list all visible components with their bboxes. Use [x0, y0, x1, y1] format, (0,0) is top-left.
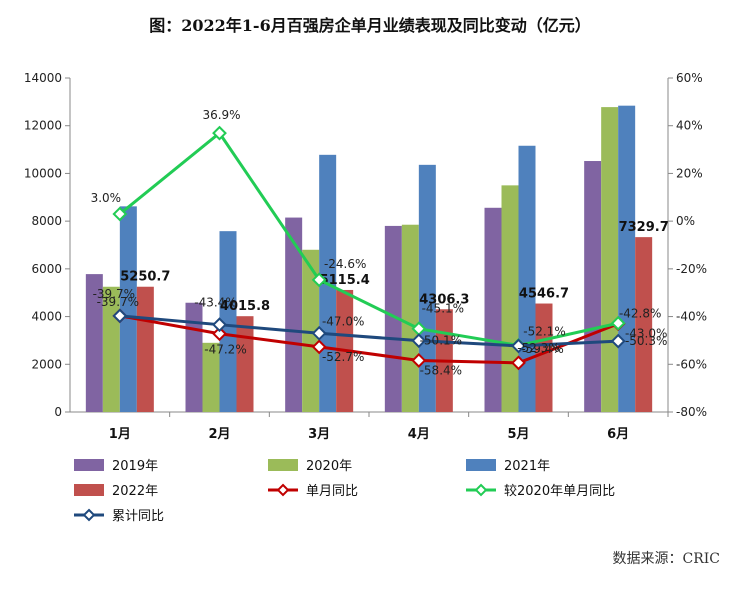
bar-value-label: 5115.4	[320, 273, 370, 288]
line-point-1	[411, 353, 427, 368]
bar-value-label: 4546.7	[519, 287, 569, 302]
line-point-3	[112, 308, 128, 324]
right-tick-label: -60%	[676, 357, 707, 371]
line-series-1	[119, 314, 619, 365]
line-point-3	[212, 317, 227, 333]
bar-2	[202, 342, 220, 412]
line-value-label: -50.1%	[420, 334, 462, 348]
left-tick-label: 4000	[31, 310, 62, 324]
left-tick-label: 8000	[31, 214, 62, 228]
line-value-label: -52.1%	[523, 324, 565, 338]
bar-3	[518, 145, 536, 413]
bar-3	[418, 164, 436, 412]
bar-3	[119, 206, 137, 412]
line-point-3	[610, 333, 626, 349]
legend-swatch	[466, 459, 496, 471]
line-point-1	[511, 355, 526, 371]
x-tick-label: 2月	[208, 427, 230, 442]
bar-1	[185, 302, 203, 412]
line-point-2	[112, 206, 128, 222]
line-value-label: -24.6%	[324, 257, 366, 271]
bar-1	[584, 161, 602, 412]
bar-value-label: 5250.7	[120, 270, 170, 285]
x-tick-label: 4月	[408, 427, 430, 442]
line-value-label: -52.3%	[517, 341, 559, 355]
line-value-label: -43.0%	[625, 327, 667, 341]
line-value-label: -43.4%	[194, 296, 236, 310]
line-value-label: -58.4%	[420, 363, 462, 377]
line-value-label: -50.3%	[625, 334, 667, 348]
legend-label: 累计同比	[112, 509, 164, 524]
line-value-label: 36.9%	[202, 108, 240, 122]
chart-title: 图：2022年1-6月百强房企单月业绩表现及同比变动（亿元）	[149, 16, 591, 35]
line-value-label: -39.7%	[93, 287, 135, 301]
line-value-label: -39.7%	[97, 295, 139, 309]
legend-swatch	[74, 459, 104, 471]
left-tick-label: 14000	[24, 71, 62, 85]
line-value-label: -42.8%	[619, 306, 661, 320]
legend-label: 单月同比	[306, 484, 358, 499]
legend-label: 2022年	[112, 484, 158, 499]
left-tick-label: 6000	[31, 262, 62, 276]
bar-3	[219, 231, 237, 412]
right-tick-label: -40%	[676, 310, 707, 324]
legend-label: 2019年	[112, 459, 158, 474]
x-tick-label: 6月	[607, 427, 629, 442]
bar-1	[285, 217, 303, 412]
line-value-label: -47.2%	[204, 343, 246, 357]
x-tick-label: 1月	[109, 427, 131, 442]
bar-4	[535, 303, 553, 412]
bar-4	[236, 316, 254, 412]
bar-1	[484, 207, 502, 412]
bar-1	[384, 225, 402, 412]
bar-2	[302, 249, 320, 412]
right-tick-label: 40%	[676, 119, 703, 133]
bar-value-label: 4306.3	[419, 292, 469, 307]
legend-marker	[474, 483, 488, 497]
bar-4	[136, 286, 154, 412]
line-value-label: 3.0%	[91, 191, 122, 205]
line-series-2	[118, 130, 619, 347]
line-value-label: -52.7%	[322, 350, 364, 364]
line-point-2	[610, 315, 626, 331]
line-point-2	[311, 272, 327, 288]
left-tick-label: 10000	[24, 166, 62, 180]
bar-value-label: 4015.8	[220, 299, 270, 314]
line-point-3	[411, 333, 427, 349]
legend-label: 2021年	[504, 459, 550, 474]
x-tick-label: 3月	[308, 427, 330, 442]
bar-2	[601, 107, 619, 412]
line-point-1	[311, 339, 327, 355]
left-tick-label: 12000	[24, 119, 62, 133]
line-point-3	[311, 325, 327, 341]
legend-marker	[82, 508, 96, 522]
x-tick-label: 5月	[507, 427, 529, 442]
bar-2	[501, 185, 519, 412]
right-tick-label: 0%	[676, 214, 695, 228]
line-value-label: -47.0%	[322, 314, 364, 328]
legend-marker	[276, 483, 290, 497]
line-point-3	[511, 338, 526, 354]
legend-label: 较2020年单月同比	[504, 484, 615, 499]
bar-3	[618, 105, 636, 412]
right-tick-label: 20%	[676, 166, 703, 180]
bar-1	[85, 274, 103, 412]
line-point-2	[212, 125, 227, 141]
data-source: 数据来源：CRIC	[612, 551, 721, 567]
legend-swatch	[268, 459, 298, 471]
right-tick-label: 60%	[676, 71, 703, 85]
right-tick-label: -20%	[676, 262, 707, 276]
bar-4	[635, 237, 653, 412]
right-tick-label: -80%	[676, 405, 707, 419]
left-tick-label: 2000	[31, 357, 62, 371]
legend-label: 2020年	[306, 459, 352, 474]
line-point-1	[212, 326, 227, 342]
bar-value-label: 7329.7	[619, 220, 669, 235]
left-tick-label: 0	[54, 405, 62, 419]
line-series-3	[119, 314, 619, 348]
legend-swatch	[74, 484, 104, 496]
line-value-label: -45.1%	[422, 302, 464, 316]
bar-2	[401, 224, 419, 412]
